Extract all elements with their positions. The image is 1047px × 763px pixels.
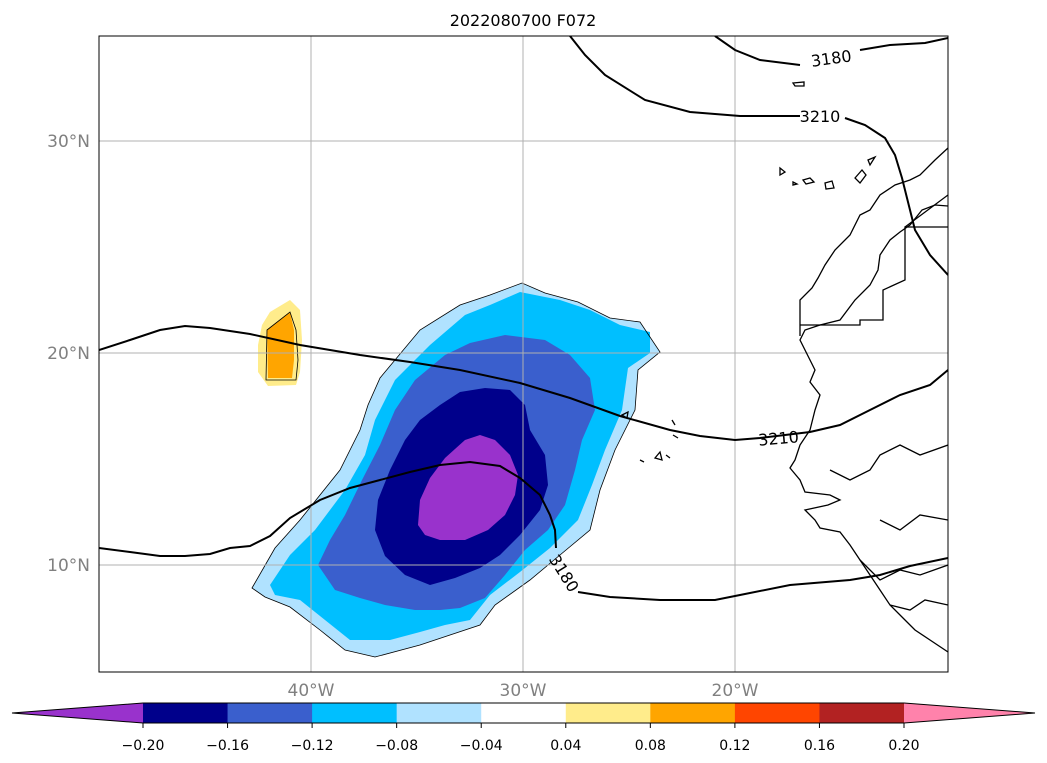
colorbar-extension-high (904, 703, 1035, 723)
contour-label-3210-top: 3210 (800, 107, 841, 126)
colorbar-tick-label: 0.20 (888, 738, 919, 754)
contour-3210-north (99, 324, 948, 442)
contour-label-3180-mid: 3180 (545, 551, 583, 596)
colorbar-swatch (143, 703, 229, 723)
colorbar-tick-label: 0.04 (550, 738, 581, 754)
colorbar: −0.20 −0.16 −0.12 −0.08 −0.04 0.04 0.08 0.12 0.1… (11, 702, 1036, 754)
colorbar-swatch (396, 703, 482, 723)
colorbar-swatch (227, 703, 313, 723)
colorbar-tick-label: 0.12 (719, 738, 750, 754)
lat-label-10n: 10°N (47, 556, 90, 576)
contour-3210-upper (569, 36, 800, 117)
colorbar-tick-label: −0.04 (460, 738, 503, 754)
contour-3180-upper-east (859, 37, 948, 51)
colorbar-swatch (312, 703, 398, 723)
lat-label-20n: 20°N (47, 344, 90, 364)
lon-label-40w: 40°W (288, 681, 335, 701)
lat-label-30n: 30°N (47, 132, 90, 152)
colorbar-tick-label: 0.08 (635, 738, 666, 754)
colorbar-extension-low (12, 703, 143, 723)
colorbar-swatch (734, 703, 820, 723)
contour-3210-upper-east (844, 117, 948, 276)
colorbar-tick-label: −0.20 (122, 738, 165, 754)
colorbar-swatch (650, 703, 736, 723)
map-title: 2022080700 F072 (450, 11, 597, 30)
contour-3180-upper (714, 36, 801, 66)
contour-3180-south (99, 460, 557, 557)
anomaly-pos-0-08 (267, 312, 294, 378)
height-contours (99, 36, 948, 601)
coastline (620, 81, 948, 653)
plot-frame (98, 35, 949, 673)
colorbar-swatch (565, 703, 651, 723)
colorbar-tick-label: 0.16 (804, 738, 835, 754)
map-plot-area: 3180 3210 3210 3180 (99, 36, 948, 672)
colorbar-tick-label: −0.12 (291, 738, 334, 754)
colorbar-swatch (481, 703, 567, 723)
colorbar-tick-label: −0.16 (206, 738, 249, 754)
lon-label-30w: 30°W (500, 681, 547, 701)
colorbar-swatch (819, 703, 905, 723)
lon-label-20w: 20°W (712, 681, 759, 701)
colorbar-tick-label: −0.08 (375, 738, 418, 754)
anomaly-neg-0-20 (418, 435, 518, 540)
graticule (99, 36, 948, 672)
contour-label-3180-top: 3180 (810, 46, 853, 70)
contour-label-3210-mid: 3210 (757, 427, 799, 449)
contour-3180-south-east (577, 557, 948, 601)
